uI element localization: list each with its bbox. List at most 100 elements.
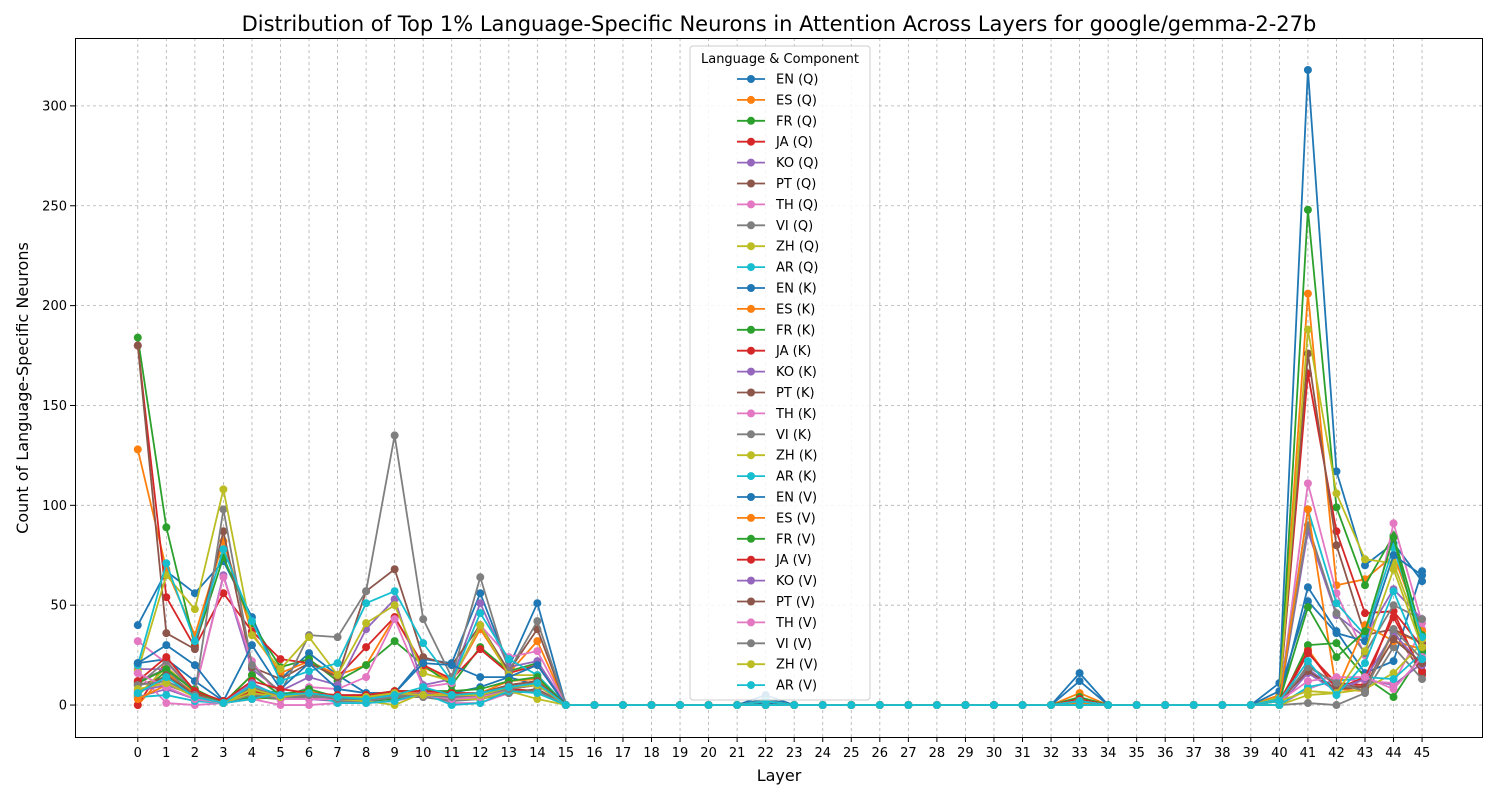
data-point	[133, 695, 142, 704]
x-tick-label: 13	[501, 746, 518, 761]
legend-item: FR (K)	[737, 323, 815, 338]
series-layer	[133, 65, 1427, 710]
data-point	[362, 643, 371, 652]
data-point	[1332, 467, 1341, 476]
legend-label: AR (V)	[776, 679, 817, 694]
data-point	[476, 621, 485, 630]
data-point	[133, 445, 142, 454]
x-tick-label: 18	[643, 746, 660, 761]
data-point	[276, 691, 285, 700]
data-point	[1418, 655, 1427, 664]
data-point	[276, 685, 285, 694]
legend-swatch-marker	[747, 158, 755, 167]
data-point	[533, 617, 542, 626]
legend-box	[689, 45, 871, 701]
data-point	[533, 695, 542, 704]
x-tick-label: 17	[615, 746, 632, 761]
data-point	[1303, 479, 1312, 488]
data-point	[247, 695, 256, 704]
data-point	[247, 617, 256, 626]
data-point	[1389, 533, 1398, 542]
y-tick-label: 100	[42, 499, 67, 514]
data-point	[219, 505, 228, 514]
x-tick-label: 15	[558, 746, 575, 761]
legend-swatch-marker	[747, 618, 755, 627]
data-point	[1303, 603, 1312, 612]
data-point	[419, 683, 428, 692]
data-point	[875, 701, 884, 710]
x-tick-label: 10	[415, 746, 432, 761]
data-point	[276, 701, 285, 710]
data-point	[533, 689, 542, 698]
data-point	[647, 701, 656, 710]
data-point	[1332, 489, 1341, 498]
data-point	[1389, 685, 1398, 694]
data-point	[533, 679, 542, 688]
data-point	[333, 693, 342, 702]
data-point	[162, 665, 171, 674]
data-point	[362, 587, 371, 596]
data-point	[447, 677, 456, 686]
y-tick-label: 200	[42, 299, 67, 314]
y-tick-label: 300	[42, 99, 67, 114]
data-point	[1360, 609, 1369, 618]
data-point	[390, 587, 399, 596]
y-tick-label: 50	[50, 599, 67, 614]
data-point	[162, 699, 171, 708]
legend-item: VI (K)	[737, 428, 812, 443]
legend-item: TH (Q)	[737, 198, 818, 213]
data-point	[1332, 673, 1341, 682]
data-point	[1332, 701, 1341, 710]
x-tick-label: 32	[1043, 746, 1060, 761]
data-point	[390, 691, 399, 700]
data-point	[904, 701, 913, 710]
data-point	[1360, 555, 1369, 564]
x-tick-label: 23	[786, 746, 803, 761]
data-point	[390, 595, 399, 604]
legend-item: ZH (Q)	[737, 240, 819, 255]
data-point	[305, 701, 314, 710]
legend-swatch-marker	[747, 200, 755, 209]
legend-item: FR (V)	[737, 532, 816, 547]
x-tick-label: 11	[443, 746, 460, 761]
data-point	[419, 615, 428, 624]
data-point	[476, 689, 485, 698]
legend-item: KO (Q)	[737, 156, 819, 171]
data-point	[133, 659, 142, 668]
data-point	[1303, 597, 1312, 606]
legend-swatch-marker	[747, 137, 755, 146]
legend-label: FR (K)	[776, 323, 815, 338]
legend-item: ES (V)	[737, 511, 816, 526]
data-point	[1303, 505, 1312, 514]
legend-item: KO (K)	[737, 365, 817, 380]
data-point	[1161, 701, 1170, 710]
legend-label: FR (Q)	[776, 114, 817, 129]
legend-swatch-marker	[747, 346, 755, 355]
data-point	[1332, 599, 1341, 608]
legend-item: KO (V)	[737, 574, 817, 589]
data-point	[419, 639, 428, 648]
data-point	[333, 685, 342, 694]
legend-swatch-marker	[747, 576, 755, 585]
data-point	[1303, 641, 1312, 650]
data-point	[1075, 697, 1084, 706]
data-point	[247, 661, 256, 670]
data-point	[1075, 669, 1084, 678]
data-point	[133, 333, 142, 342]
data-point	[247, 681, 256, 690]
legend-label: TH (Q)	[775, 198, 818, 213]
data-point	[618, 701, 627, 710]
legend-swatch-marker	[747, 409, 755, 418]
data-point	[1389, 613, 1398, 622]
x-tick-label: 5	[276, 746, 284, 761]
data-point	[1418, 667, 1427, 676]
data-point	[1360, 673, 1369, 682]
x-tick-label: 33	[1071, 746, 1088, 761]
legend-swatch-marker	[747, 513, 755, 522]
legend-label: AR (Q)	[776, 261, 818, 276]
legend-item: VI (Q)	[737, 219, 813, 234]
data-point	[390, 637, 399, 646]
data-point	[133, 621, 142, 630]
legend-swatch-marker	[747, 263, 755, 272]
legend-label: EN (V)	[776, 491, 817, 506]
